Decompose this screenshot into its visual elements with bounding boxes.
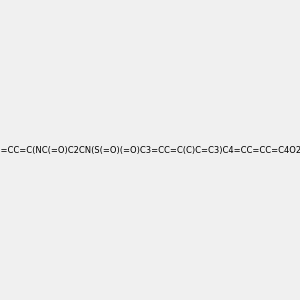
Text: CCOC1=CC=C(NC(=O)C2CN(S(=O)(=O)C3=CC=C(C)C=C3)C4=CC=CC=C4O2)C=C1: CCOC1=CC=C(NC(=O)C2CN(S(=O)(=O)C3=CC=C(C… bbox=[0, 146, 300, 154]
